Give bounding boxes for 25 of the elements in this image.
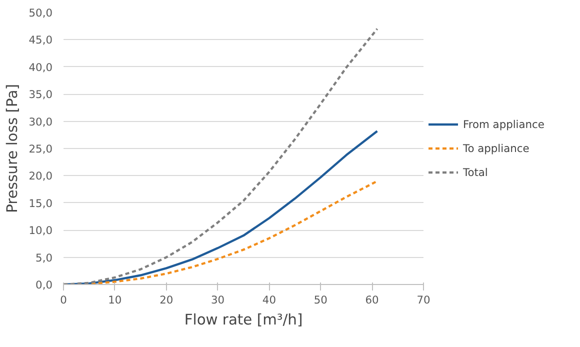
- x-tick-label: 40: [262, 294, 276, 306]
- y-tick-label: 40,0: [28, 60, 53, 74]
- y-tick-label: 25,0: [28, 142, 53, 156]
- y-tick-label: 45,0: [28, 34, 53, 47]
- x-tick-label: 60: [365, 294, 380, 306]
- y-tick-label: 50,0: [28, 6, 53, 20]
- x-axis-title: Flow rate [m³/h]: [184, 312, 303, 328]
- legend-label: From appliance: [463, 118, 544, 130]
- x-tick-label: 20: [160, 294, 174, 306]
- x-tick-label: 50: [314, 294, 328, 306]
- y-tick-label: 15,0: [28, 196, 53, 210]
- x-tick-label: 0: [60, 294, 68, 306]
- y-axis-title: Pressure loss [Pa]: [4, 84, 21, 213]
- legend-label: To appliance: [463, 142, 530, 154]
- line-series: [64, 28, 378, 284]
- y-tick-label: 35,0: [28, 88, 53, 102]
- y-tick-label: 30,0: [28, 115, 53, 128]
- y-tick-label: 20,0: [28, 170, 53, 183]
- x-tick-label: 30: [211, 294, 225, 306]
- y-tick-label: 10,0: [28, 224, 53, 238]
- x-tick-label: 10: [108, 294, 122, 306]
- legend-label: Total: [463, 166, 488, 178]
- y-tick-label: 5,0: [36, 251, 53, 264]
- y-tick-label: 0,0: [36, 278, 53, 292]
- x-tick-label: 70: [416, 294, 430, 306]
